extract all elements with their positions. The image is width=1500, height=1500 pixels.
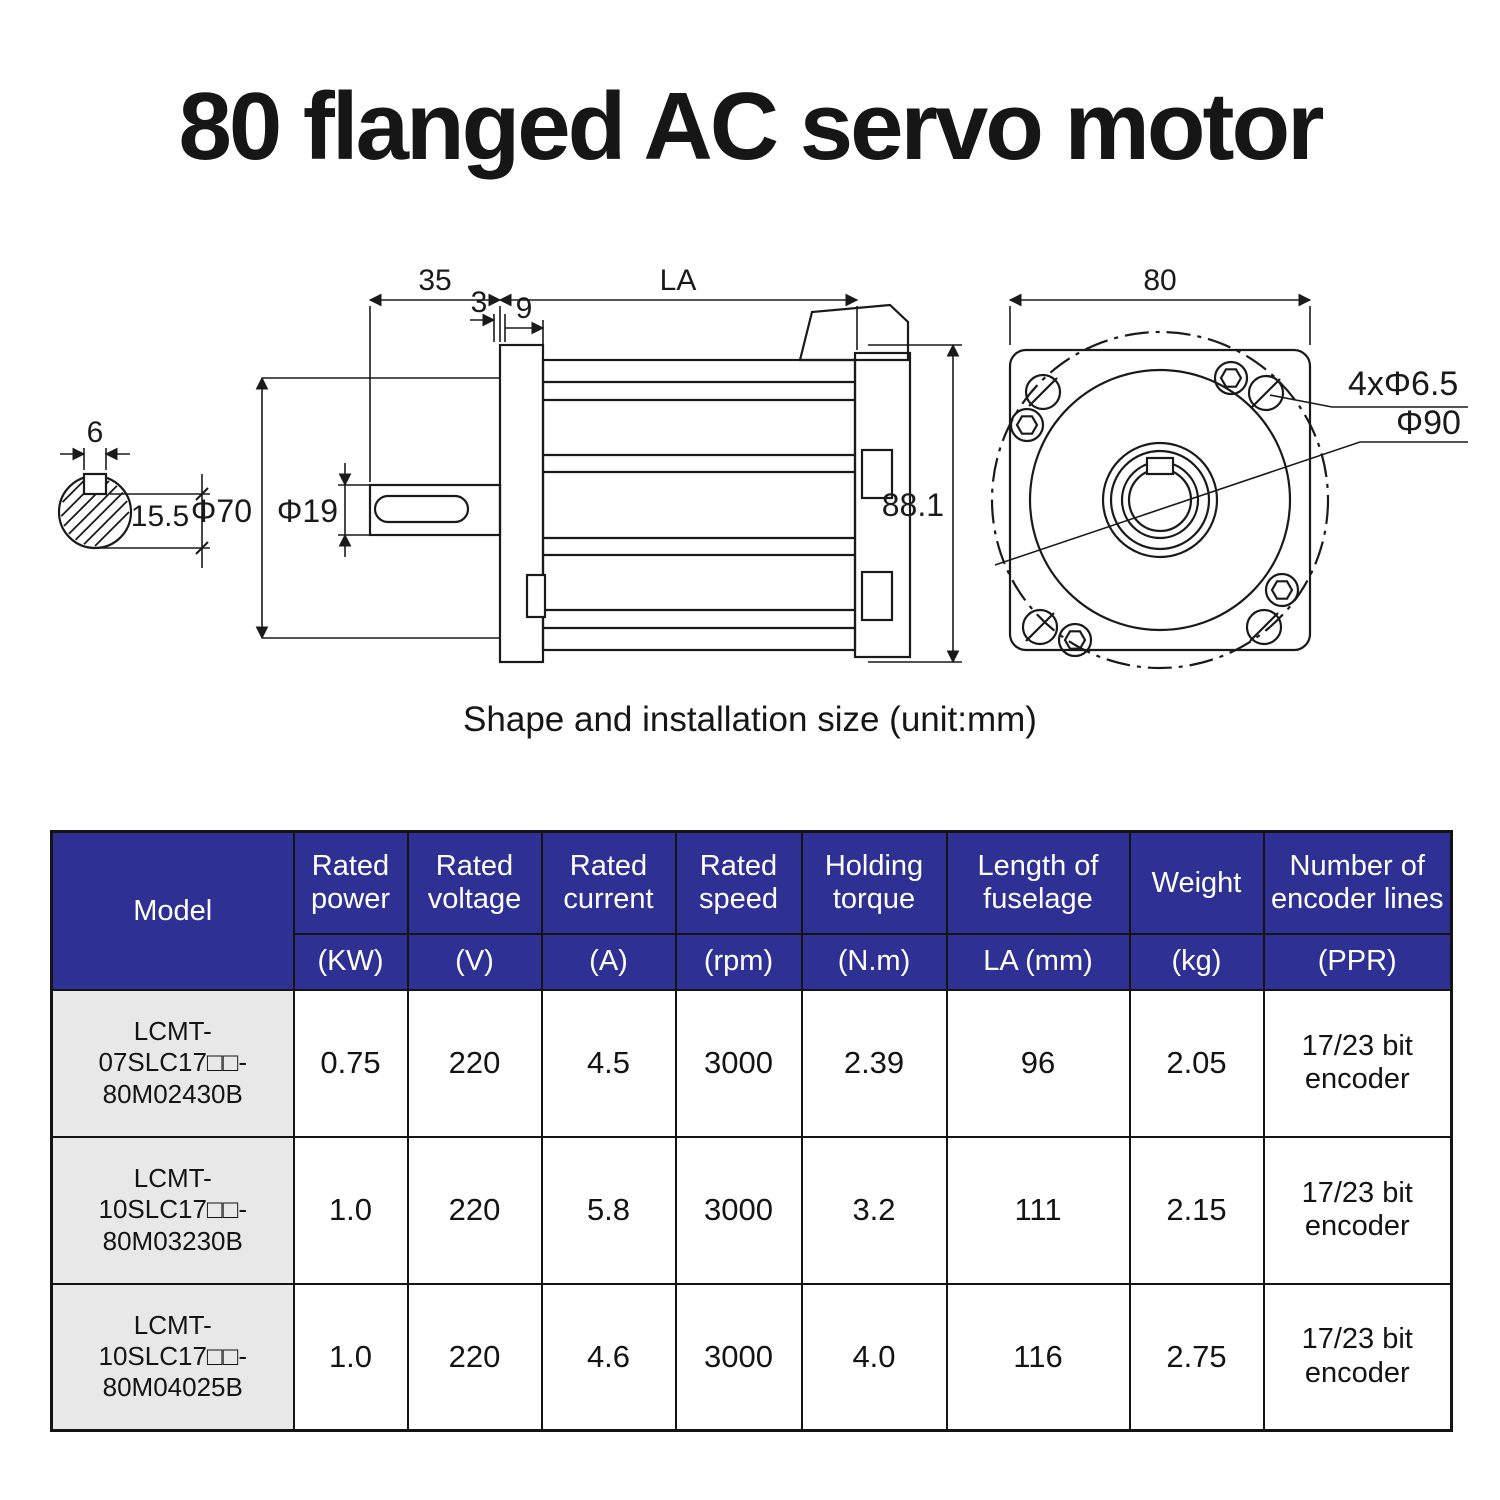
encoder-cell: 17/23 bit encoder <box>1262 988 1453 1138</box>
dim-pilot-dia-label: Φ70 <box>191 493 252 529</box>
dim-key-width-label: 6 <box>87 416 104 449</box>
dim-body-length-label: LA <box>660 264 697 297</box>
value-cell: 1.0 <box>292 1282 409 1432</box>
model-line: 80M04025B <box>102 1372 243 1403</box>
model-cell: LCMT- 07SLC17□□- 80M02430B <box>50 988 295 1138</box>
dim-body-height-label: 88.1 <box>882 487 944 523</box>
unit-header-encoder: (PPR) <box>1262 932 1453 991</box>
value-cell: 3000 <box>674 1282 803 1432</box>
dim-spigot-label: 3 <box>471 286 488 319</box>
model-cell: LCMT- 10SLC17□□- 80M03230B <box>50 1135 295 1285</box>
unit-header-length: LA (mm) <box>945 932 1131 991</box>
hex-bolts <box>1009 360 1300 658</box>
bolt-circle <box>990 330 1330 670</box>
col-header-holding-torque: Holding torque <box>800 830 948 935</box>
value-cell: 3000 <box>674 988 803 1138</box>
model-line: 10SLC17□□- <box>98 1341 247 1372</box>
col-header-rated-speed: Rated speed <box>674 830 803 935</box>
dim-flange-thickness-label: 9 <box>516 292 533 325</box>
motor-front-view <box>990 293 1468 670</box>
encoder-cell: 17/23 bit encoder <box>1262 1282 1453 1432</box>
value-cell: 1.0 <box>292 1135 409 1285</box>
unit-header-rated-power: (KW) <box>292 932 409 991</box>
value-cell: 2.05 <box>1128 988 1265 1138</box>
model-line: LCMT- <box>133 1309 212 1340</box>
value-cell: 96 <box>945 988 1131 1138</box>
value-cell: 2.75 <box>1128 1282 1265 1432</box>
value-cell: 2.39 <box>800 988 948 1138</box>
col-header-model: Model <box>50 830 295 991</box>
dim-shaft-length-label: 35 <box>418 264 451 297</box>
shaft-section-view <box>57 447 210 568</box>
model-cell: LCMT- 10SLC17□□- 80M04025B <box>50 1282 295 1432</box>
spec-table: Model Rated power Rated voltage Rated cu… <box>50 830 1453 1432</box>
drawing-caption: Shape and installation size (unit:mm) <box>463 700 1037 739</box>
dim-shaft-dia-label: Φ19 <box>277 493 338 529</box>
unit-header-rated-speed: (rpm) <box>674 932 803 991</box>
table-row: LCMT- 10SLC17□□- 80M04025B 1.0 220 4.6 3… <box>50 1282 1453 1432</box>
front-keyway <box>1145 456 1175 476</box>
value-cell: 220 <box>406 1282 543 1432</box>
model-line: 07SLC17□□- <box>98 1047 247 1078</box>
dim-key-depth-label: 15.5 <box>131 500 189 533</box>
value-cell: 4.0 <box>800 1282 948 1432</box>
col-header-encoder: Number of encoder lines <box>1262 830 1453 935</box>
value-cell: 3000 <box>674 1135 803 1285</box>
model-line: 80M03230B <box>102 1225 243 1256</box>
dim-flange-size-label: 80 <box>1143 264 1176 297</box>
dimension-drawing: 6 15.5 35 LA 3 9 Φ70 Φ19 88.1 80 4xΦ6.5 … <box>57 264 1468 670</box>
unit-header-holding-torque: (N.m) <box>800 932 948 991</box>
unit-header-rated-current: (A) <box>540 932 677 991</box>
col-header-rated-voltage: Rated voltage <box>406 830 543 935</box>
motor-side-view <box>368 303 912 664</box>
side-view-dimensions <box>255 293 962 664</box>
value-cell: 3.2 <box>800 1135 948 1285</box>
dim-bolt-circle-label: Φ90 <box>1396 404 1461 442</box>
unit-header-rated-voltage: (V) <box>406 932 543 991</box>
model-line: 10SLC17□□- <box>98 1194 247 1225</box>
keyway-slot <box>82 472 108 496</box>
col-header-rated-power: Rated power <box>292 830 409 935</box>
value-cell: 4.5 <box>540 988 677 1138</box>
value-cell: 0.75 <box>292 988 409 1138</box>
unit-header-weight: (kg) <box>1128 932 1265 991</box>
value-cell: 5.8 <box>540 1135 677 1285</box>
dimension-labels: 6 15.5 35 LA 3 9 Φ70 Φ19 88.1 80 4xΦ6.5 … <box>87 264 1461 533</box>
value-cell: 220 <box>406 988 543 1138</box>
value-cell: 2.15 <box>1128 1135 1265 1285</box>
page-title: 80 flanged AC servo motor <box>178 73 1324 180</box>
value-cell: 4.6 <box>540 1282 677 1432</box>
value-cell: 116 <box>945 1282 1131 1432</box>
col-header-length: Length of fuselage <box>945 830 1131 935</box>
table-row: LCMT- 10SLC17□□- 80M03230B 1.0 220 5.8 3… <box>50 1135 1453 1285</box>
dim-mount-holes-label: 4xΦ6.5 <box>1348 365 1458 403</box>
table-row: LCMT- 07SLC17□□- 80M02430B 0.75 220 4.5 … <box>50 988 1453 1138</box>
col-header-weight: Weight <box>1128 830 1265 935</box>
value-cell: 220 <box>406 1135 543 1285</box>
model-line: LCMT- <box>133 1163 212 1194</box>
mount-holes <box>1021 373 1285 646</box>
value-cell: 111 <box>945 1135 1131 1285</box>
model-line: LCMT- <box>133 1016 212 1047</box>
model-line: 80M02430B <box>102 1078 243 1109</box>
col-header-rated-current: Rated current <box>540 830 677 935</box>
encoder-cell: 17/23 bit encoder <box>1262 1135 1453 1285</box>
